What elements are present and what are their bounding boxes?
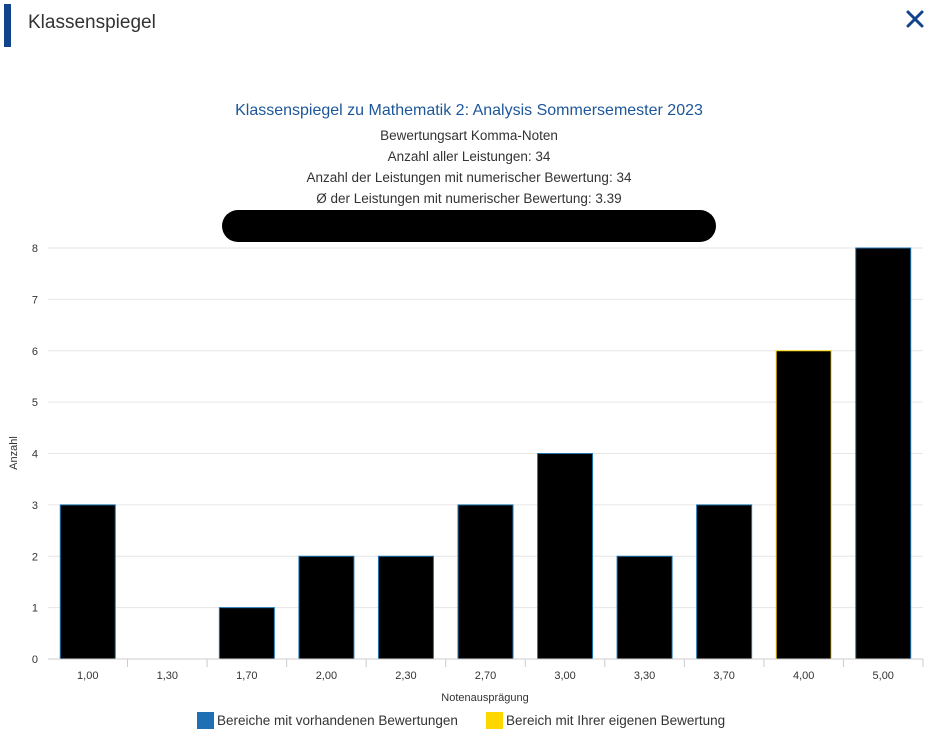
y-axis-title: Anzahl bbox=[8, 436, 20, 470]
redaction-mark bbox=[222, 210, 716, 242]
x-tick-label: 2,30 bbox=[395, 670, 416, 682]
chart-subtitle-line: Anzahl der Leistungen mit numerischer Be… bbox=[307, 170, 632, 185]
bar bbox=[457, 504, 514, 660]
legend-label: Bereich mit Ihrer eigenen Bewertung bbox=[506, 713, 725, 728]
chart-subtitle-line: Ø der Leistungen mit numerischer Bewertu… bbox=[316, 191, 621, 206]
x-tick-label: 1,00 bbox=[77, 670, 98, 682]
y-tick-label: 6 bbox=[32, 346, 38, 358]
x-tick-label: 3,00 bbox=[554, 670, 575, 682]
chart-title: Klassenspiegel zu Mathematik 2: Analysis… bbox=[235, 102, 703, 119]
header-accent-bar bbox=[4, 4, 11, 47]
bar bbox=[696, 504, 753, 660]
chart-subtitle-line: Bewertungsart Komma-Noten bbox=[380, 128, 558, 143]
chart-subtitle-line: Anzahl aller Leistungen: 34 bbox=[388, 149, 551, 164]
bar bbox=[855, 247, 912, 660]
bar bbox=[218, 607, 275, 660]
y-tick-label: 8 bbox=[32, 243, 38, 255]
bar bbox=[537, 453, 594, 660]
close-button[interactable] bbox=[900, 4, 930, 34]
y-tick-label: 3 bbox=[32, 500, 38, 512]
x-tick-label: 3,70 bbox=[713, 670, 734, 682]
bar bbox=[377, 555, 434, 660]
close-icon bbox=[906, 10, 924, 28]
bar bbox=[616, 555, 673, 660]
bar bbox=[59, 504, 116, 660]
axes: 0 1 2 3 4 5 6 7 8 1,00 1,30 1,70 2,00 2,30 2,70 3,00 3,3… bbox=[8, 243, 924, 704]
x-tick-label: 5,00 bbox=[873, 670, 894, 682]
x-tick-label: 2,00 bbox=[316, 670, 337, 682]
x-tick-label: 1,30 bbox=[157, 670, 178, 682]
x-tick-label: 3,30 bbox=[634, 670, 655, 682]
legend: Bereiche mit vorhandenen Bewertungen Bere… bbox=[197, 712, 725, 729]
dialog-title: Klassenspiegel bbox=[28, 12, 156, 33]
bar-own-grade bbox=[775, 350, 832, 660]
x-axis-title: Notenausprägung bbox=[441, 692, 528, 704]
y-tick-label: 5 bbox=[32, 397, 38, 409]
y-tick-label: 7 bbox=[32, 294, 38, 306]
chart-titles: Klassenspiegel zu Mathematik 2: Analysis… bbox=[222, 102, 716, 242]
y-tick-label: 0 bbox=[32, 654, 38, 666]
x-tick-label: 4,00 bbox=[793, 670, 814, 682]
x-tick-label: 2,70 bbox=[475, 670, 496, 682]
y-tick-label: 1 bbox=[32, 603, 38, 615]
y-tick-label: 4 bbox=[32, 449, 38, 461]
legend-swatch bbox=[486, 712, 503, 729]
legend-label: Bereiche mit vorhandenen Bewertungen bbox=[217, 713, 458, 728]
y-tick-label: 2 bbox=[32, 551, 38, 563]
bars bbox=[59, 247, 912, 660]
legend-swatch bbox=[197, 712, 214, 729]
bar bbox=[298, 555, 355, 660]
x-tick-label: 1,70 bbox=[236, 670, 257, 682]
